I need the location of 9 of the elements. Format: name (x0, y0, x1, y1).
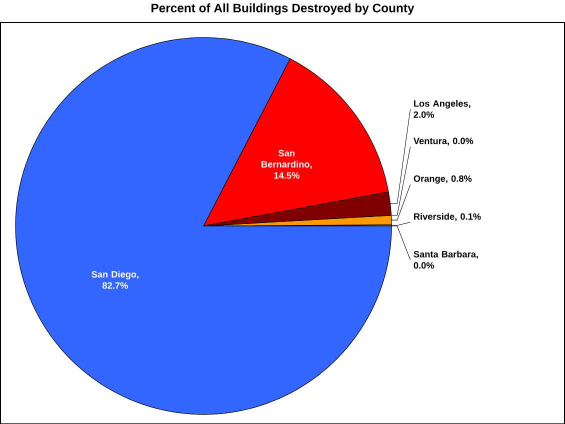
slice-label: Orange (414, 175, 446, 184)
slice-label: Riverside (414, 212, 454, 220)
chart-title: Percent of All Buildings Destroyed by County (152, 3, 414, 15)
data-label: , 0.1% (455, 213, 481, 221)
slice-label: San Bernardino (262, 150, 310, 168)
text: , 0.0% (448, 138, 474, 146)
category-label: Santa Barbara (414, 250, 476, 258)
data-label: , 0.8% (446, 175, 472, 184)
category-label: Ventura (414, 138, 448, 144)
